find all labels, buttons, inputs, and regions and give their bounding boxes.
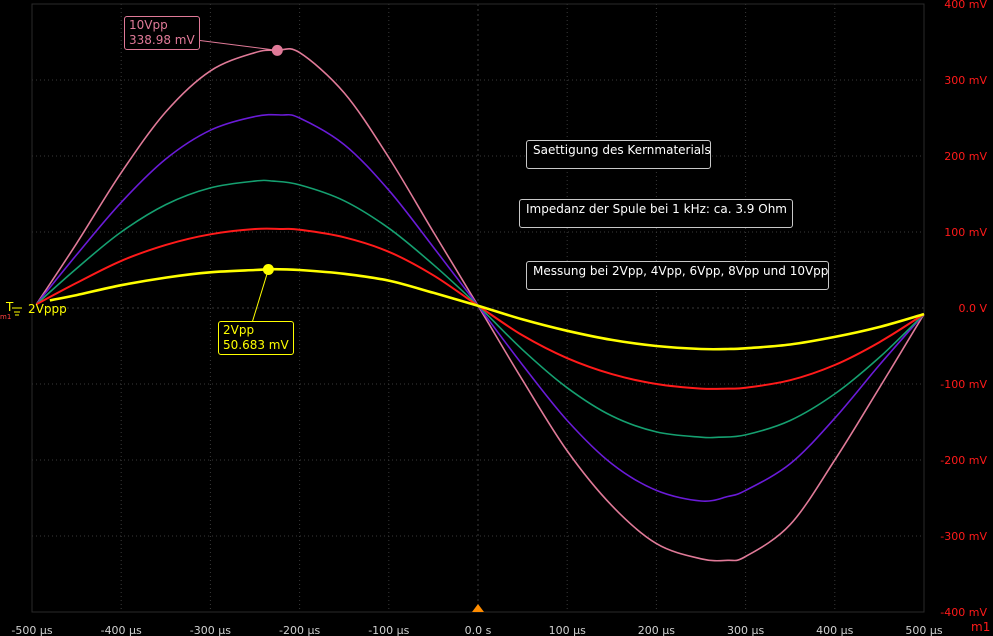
y-tick-label: 0.0 V <box>958 302 987 315</box>
y-tick-label: 100 mV <box>944 226 987 239</box>
cursor-name-2vpp: 2Vpp <box>223 323 255 337</box>
trace-10vpp <box>35 47 925 562</box>
y-tick-label: 300 mV <box>944 74 987 87</box>
cursor-label-2vpp[interactable]: 2Vpp 50.683 mV <box>218 321 294 355</box>
cursor-markers <box>12 39 484 612</box>
x-tick-label: -100 µs <box>368 624 409 636</box>
corner-reference-label: m1 <box>971 620 991 634</box>
y-tick-label: 200 mV <box>944 150 987 163</box>
cursor-name-10vpp: 10Vpp <box>129 18 168 32</box>
cursor-leader-10vpp <box>195 39 278 51</box>
annotation-saturation[interactable]: Saettigung des Kernmaterials <box>526 140 711 169</box>
trigger-position-marker <box>472 604 484 612</box>
cursor-dot-10vpp <box>271 44 283 56</box>
y-tick-label: 400 mV <box>944 0 987 11</box>
y-tick-label: -400 mV <box>940 606 987 619</box>
x-tick-label: 500 µs <box>905 624 942 636</box>
x-tick-label: 0.0 s <box>465 624 492 636</box>
cursor-leader-2vpp <box>251 269 269 324</box>
x-tick-label: -500 µs <box>11 624 52 636</box>
y-tick-label: -200 mV <box>940 454 987 467</box>
waveform-traces <box>35 47 925 562</box>
y-tick-label: -100 mV <box>940 378 987 391</box>
x-tick-label: 300 µs <box>727 624 764 636</box>
cursor-value-2vpp: 50.683 mV <box>223 338 289 352</box>
x-tick-label: 400 µs <box>816 624 853 636</box>
cursor-label-10vpp[interactable]: 10Vpp 338.98 mV <box>124 16 200 50</box>
plot-grid <box>31 3 925 613</box>
x-tick-label: -300 µs <box>190 624 231 636</box>
cursor-value-10vpp: 338.98 mV <box>129 33 195 47</box>
y-tick-label: -300 mV <box>940 530 987 543</box>
trigger-level-marker[interactable]: T <box>6 300 14 314</box>
y-axis-tick-labels: 400 mV 300 mV 200 mV 100 mV 0.0 V -100 mV -200… <box>940 0 987 619</box>
x-tick-label: 100 µs <box>549 624 586 636</box>
cursor-dot-2vpp <box>262 263 274 275</box>
x-axis-tick-labels: -500 µs -400 µs -300 µs -200 µs -100 µs 0.0 s… <box>11 624 942 636</box>
annotation-impedance[interactable]: Impedanz der Spule bei 1 kHz: ca. 3.9 Oh… <box>519 199 793 228</box>
channel-reference-label[interactable]: 2Vppp <box>28 302 67 316</box>
annotation-measurement[interactable]: Messung bei 2Vpp, 4Vpp, 6Vpp, 8Vpp und 1… <box>526 261 829 290</box>
math-reference-label: m1 <box>0 313 12 321</box>
trace-2vpp <box>49 267 925 351</box>
x-tick-label: -400 µs <box>101 624 142 636</box>
x-tick-label: -200 µs <box>279 624 320 636</box>
x-tick-label: 200 µs <box>638 624 675 636</box>
